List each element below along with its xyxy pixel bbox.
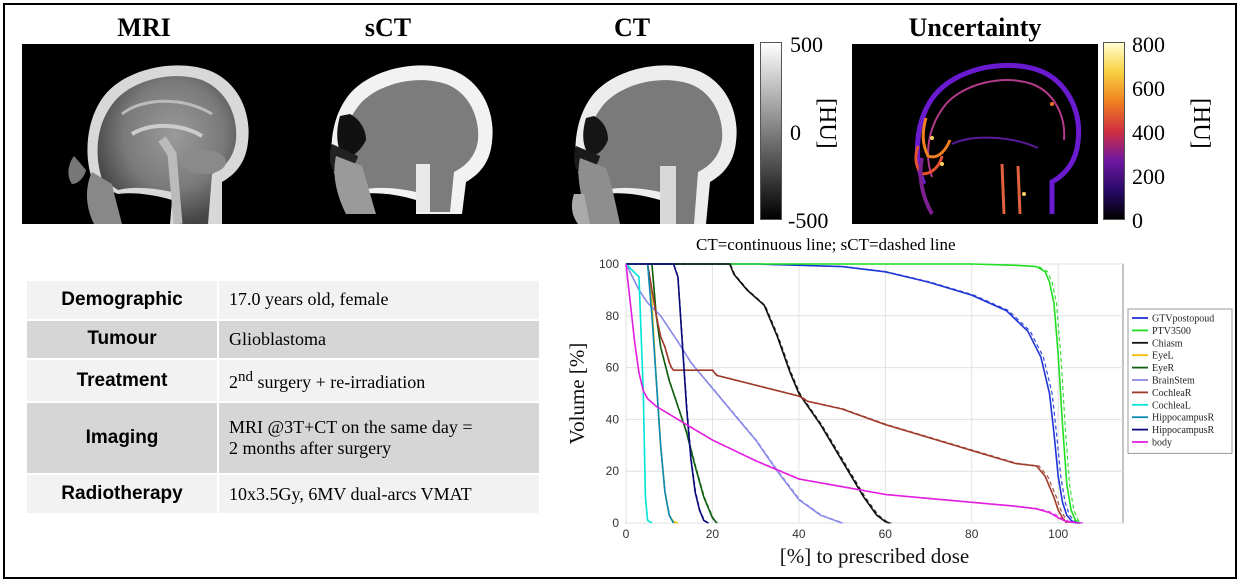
series-line-sct xyxy=(626,263,718,524)
row-value: 2nd surgery + re-irradiation xyxy=(217,358,541,403)
table-row: Radiotherapy 10x3.5Gy, 6MV dual-arcs VMA… xyxy=(25,473,541,515)
sct-title: sCT xyxy=(364,13,412,42)
table-row: Treatment 2nd surgery + re-irradiation xyxy=(25,358,541,403)
uncertainty-image xyxy=(852,44,1098,224)
legend-label: BrainStem xyxy=(1152,376,1195,387)
legend-label: EyeL xyxy=(1152,351,1174,362)
series-line-sct xyxy=(626,263,1083,524)
x-tick-label: 80 xyxy=(965,527,979,541)
legend-label: HippocampusR xyxy=(1152,413,1215,424)
ct-image xyxy=(510,44,754,224)
series-line-ct xyxy=(626,263,890,524)
x-tick-label: 60 xyxy=(879,527,893,541)
unc-unit-label: [HU] xyxy=(1188,98,1214,149)
legend-label: body xyxy=(1152,438,1172,449)
x-tick-label: 20 xyxy=(706,527,720,541)
value-sup: nd xyxy=(238,368,253,385)
figure-frame xyxy=(3,3,1237,579)
patient-info-table: Demographic 17.0 years old, female Tumou… xyxy=(25,279,541,515)
y-tick-label: 100 xyxy=(599,257,619,271)
row-value: 17.0 years old, female xyxy=(217,279,541,321)
hu-tick-mid: 0 xyxy=(790,120,801,145)
x-tick-label: 100 xyxy=(1048,527,1068,541)
legend-label: Chiasm xyxy=(1152,338,1183,349)
unc-tick-600: 600 xyxy=(1132,76,1165,101)
mri-title: MRI xyxy=(117,13,171,42)
uncertainty-title: Uncertainty xyxy=(908,13,1042,42)
value-line1: MRI @3T+CT on the same day = xyxy=(229,417,473,438)
unc-tick-400: 400 xyxy=(1132,120,1165,145)
series-line-sct xyxy=(626,263,1083,524)
y-tick-label: 0 xyxy=(612,516,619,530)
series-line-sct xyxy=(625,263,653,524)
series-line-ct xyxy=(625,263,843,524)
legend-label: PTV3500 xyxy=(1152,326,1191,337)
y-axis-label: Volume [%] xyxy=(565,343,589,445)
legend-label: CochleaL xyxy=(1152,400,1191,411)
x-axis-label: [%] to prescribed dose xyxy=(780,544,970,568)
uncertainty-colorbar xyxy=(1103,42,1125,220)
y-tick-label: 80 xyxy=(606,309,620,323)
hu-colorbar xyxy=(760,42,782,220)
series-line-sct xyxy=(626,263,675,524)
x-tick-label: 40 xyxy=(792,527,806,541)
chart-caption: CT=continuous line; sCT=dashed line xyxy=(696,235,956,254)
value-rest: surgery + re-irradiation xyxy=(253,371,426,392)
table-row: Demographic 17.0 years old, female xyxy=(25,279,541,321)
row-label: Imaging xyxy=(25,400,219,476)
row-value: Glioblastoma xyxy=(217,318,541,361)
series-line-sct xyxy=(626,263,1070,524)
y-tick-label: 40 xyxy=(606,412,620,426)
row-label: Treatment xyxy=(25,358,219,403)
series-line-ct xyxy=(625,263,1080,524)
unc-tick-800: 800 xyxy=(1132,32,1165,57)
hu-unit-label: [HU] xyxy=(814,98,840,149)
series-line-sct xyxy=(626,263,892,524)
x-tick-label: 0 xyxy=(623,527,630,541)
row-value: MRI @3T+CT on the same day = 2 months aft… xyxy=(217,400,541,476)
sct-image xyxy=(266,44,510,224)
hu-tick-bottom: -500 xyxy=(788,208,829,233)
hu-tick-top: 500 xyxy=(790,32,823,57)
unc-tick-200: 200 xyxy=(1132,164,1165,189)
row-value: 10x3.5Gy, 6MV dual-arcs VMAT xyxy=(217,473,541,515)
series-line-ct xyxy=(626,263,1080,524)
value-line2: 2 months after surgery xyxy=(229,438,392,459)
y-tick-label: 60 xyxy=(606,361,620,375)
value-main: 2 xyxy=(229,371,238,392)
legend-label: EyeR xyxy=(1152,363,1175,374)
dvh-chart: 0 20 40 60 80 100 0 20 40 60 80 100 [%] to prescribe… xyxy=(565,257,1233,568)
unc-tick-0: 0 xyxy=(1132,208,1143,233)
table-row: Imaging MRI @3T+CT on the same day = 2 mo… xyxy=(25,400,541,476)
ct-title: CT xyxy=(613,13,651,42)
row-label: Radiotherapy xyxy=(25,473,219,515)
legend-label: HippocampusR xyxy=(1152,425,1215,436)
row-label: Demographic xyxy=(25,279,219,321)
series-line-sct xyxy=(625,263,844,524)
plot-area xyxy=(625,263,1124,524)
legend-label: CochleaR xyxy=(1152,388,1192,399)
mri-image xyxy=(22,44,266,224)
y-tick-label: 20 xyxy=(606,464,620,478)
series-line-sct xyxy=(626,263,709,524)
table-row: Tumour Glioblastoma xyxy=(25,318,541,361)
row-label: Tumour xyxy=(25,318,219,361)
legend-label: GTVpostopoud xyxy=(1152,314,1214,325)
